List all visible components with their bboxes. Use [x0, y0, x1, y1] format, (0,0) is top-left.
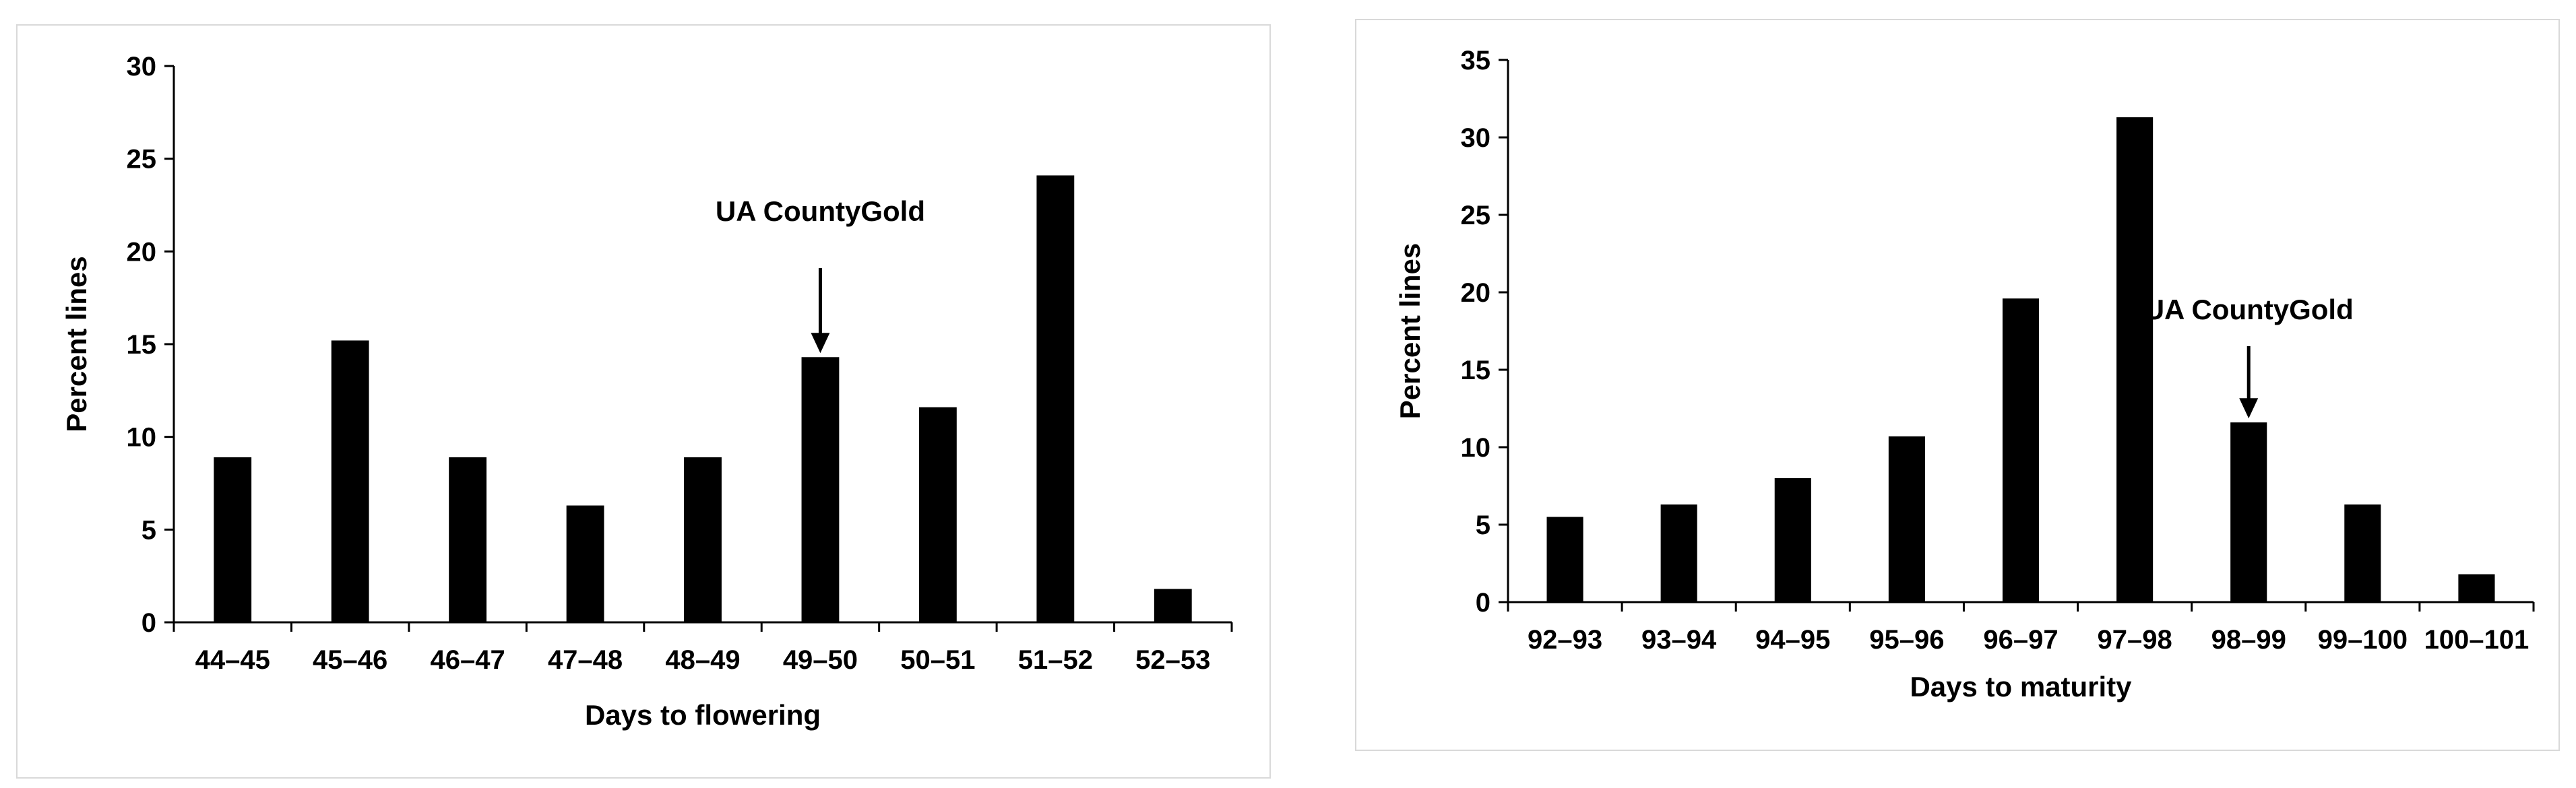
x-tick-label: 51–52: [1018, 645, 1093, 675]
x-tick-label: 95–96: [1869, 625, 1944, 655]
y-tick-label: 10: [1461, 433, 1491, 463]
x-tick-label: 47–48: [548, 645, 623, 675]
x-tick-label: 92–93: [1528, 625, 1602, 655]
bar: [1660, 504, 1697, 602]
y-tick-label: 20: [127, 237, 157, 267]
y-axis-title: Percent lines: [1394, 243, 1426, 419]
y-tick-label: 25: [1461, 201, 1491, 230]
bar: [1154, 589, 1192, 622]
x-tick-label: 98–99: [2211, 625, 2286, 655]
chart-maturity: 0 5 10 15 20 25 30 35 92–93 93–94 94–95 95–96 96–97 9…: [1394, 46, 2535, 702]
y-tick-label: 10: [127, 423, 157, 453]
x-tick-label: 93–94: [1641, 625, 1717, 655]
bar: [2344, 504, 2381, 602]
x-tick-label: 97–98: [2097, 625, 2172, 655]
bar: [2002, 298, 2040, 602]
bar: [2116, 117, 2154, 603]
annotation-label: UA CountyGold: [2144, 294, 2354, 325]
y-tick-label: 15: [1461, 356, 1491, 385]
x-tick-label: 96–97: [1983, 625, 2058, 655]
chart-panel-flowering: 0 5 10 15 20 25 30 44–45 45–46 46–47 47–48 48–49 49–…: [16, 24, 1271, 779]
x-tick-label: 44–45: [195, 645, 270, 675]
x-tick-label: 94–95: [1755, 625, 1830, 655]
bar: [801, 357, 840, 622]
x-axis-title: Days to maturity: [1910, 671, 2132, 702]
x-tick-label: 50–51: [900, 645, 975, 675]
x-tick-label: 46–47: [430, 645, 505, 675]
y-axis-title: Percent lines: [61, 256, 92, 432]
x-tick-label: 100–101: [2424, 625, 2530, 655]
bar: [214, 457, 252, 622]
bar: [2230, 422, 2267, 602]
y-tick-label: 30: [1461, 123, 1491, 153]
bar: [449, 457, 487, 622]
y-tick-label: 25: [127, 145, 157, 174]
chart-panel-maturity: 0 5 10 15 20 25 30 35 92–93 93–94 94–95 95–96 96–97 9…: [1355, 19, 2560, 751]
bar: [1774, 478, 1811, 602]
y-tick-label: 0: [1476, 588, 1490, 618]
x-tick-label: 99–100: [2318, 625, 2408, 655]
annotation-label: UA CountyGold: [716, 195, 925, 227]
bar: [684, 457, 722, 622]
bar: [918, 407, 957, 622]
bar: [1546, 517, 1583, 602]
x-tick-label: 45–46: [313, 645, 387, 675]
y-tick-label: 5: [1476, 511, 1490, 540]
bar: [1036, 175, 1075, 622]
x-tick-label: 49–50: [783, 645, 858, 675]
bar: [331, 340, 369, 622]
bar: [2458, 574, 2495, 602]
x-axis-title: Days to flowering: [585, 699, 821, 731]
y-tick-label: 20: [1461, 278, 1491, 308]
x-tick-label: 52–53: [1135, 645, 1210, 675]
y-tick-label: 15: [127, 330, 157, 360]
y-tick-label: 0: [142, 608, 156, 638]
y-tick-label: 30: [127, 52, 157, 81]
y-tick-label: 5: [142, 515, 156, 545]
down-arrow-icon: [811, 333, 830, 354]
bar: [566, 505, 604, 622]
down-arrow-icon: [2239, 398, 2259, 419]
y-tick-label: 35: [1461, 46, 1491, 75]
x-tick-label: 48–49: [665, 645, 740, 675]
chart-flowering: 0 5 10 15 20 25 30 44–45 45–46 46–47 47–48 48–49 49–…: [61, 52, 1233, 731]
bar: [1888, 436, 1925, 602]
